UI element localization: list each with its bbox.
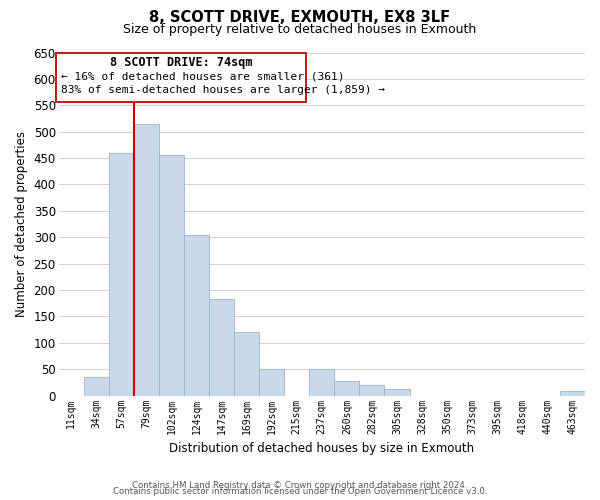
Text: ← 16% of detached houses are smaller (361): ← 16% of detached houses are smaller (36… [61, 72, 345, 82]
Bar [359, 385, 385, 396]
Text: Contains public sector information licensed under the Open Government Licence v3: Contains public sector information licen… [113, 487, 487, 496]
Bar [134, 124, 159, 396]
Bar [184, 234, 209, 396]
Bar [259, 369, 284, 396]
Bar [309, 369, 334, 396]
Text: Contains HM Land Registry data © Crown copyright and database right 2024.: Contains HM Land Registry data © Crown c… [132, 481, 468, 490]
FancyBboxPatch shape [56, 52, 306, 102]
Text: 83% of semi-detached houses are larger (1,859) →: 83% of semi-detached houses are larger (… [61, 85, 385, 95]
X-axis label: Distribution of detached houses by size in Exmouth: Distribution of detached houses by size … [169, 442, 475, 455]
Text: 8, SCOTT DRIVE, EXMOUTH, EX8 3LF: 8, SCOTT DRIVE, EXMOUTH, EX8 3LF [149, 10, 451, 25]
Bar [209, 299, 234, 396]
Text: 8 SCOTT DRIVE: 74sqm: 8 SCOTT DRIVE: 74sqm [110, 56, 252, 69]
Bar [109, 153, 134, 396]
Bar [385, 389, 410, 396]
Bar [334, 381, 359, 396]
Bar [234, 332, 259, 396]
Bar [560, 392, 585, 396]
Bar [159, 156, 184, 396]
Text: Size of property relative to detached houses in Exmouth: Size of property relative to detached ho… [124, 22, 476, 36]
Bar [83, 377, 109, 396]
Y-axis label: Number of detached properties: Number of detached properties [15, 131, 28, 317]
